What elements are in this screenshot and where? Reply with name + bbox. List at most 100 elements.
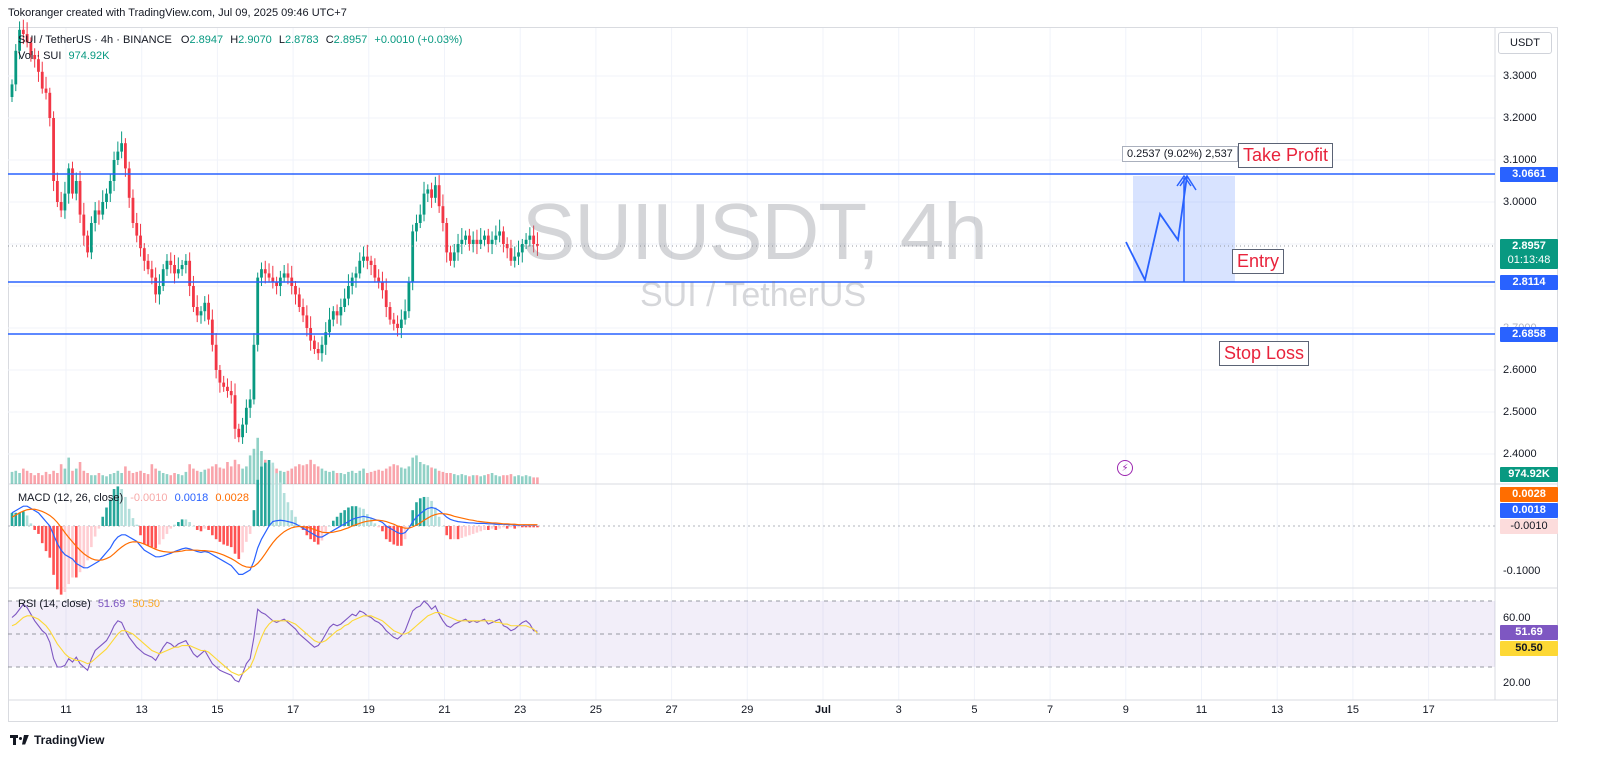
- candle-body: [426, 189, 430, 194]
- macd-legend[interactable]: MACD (12, 26, close) -0.0010 0.0018 0.00…: [18, 492, 249, 504]
- time-axis-label: 29: [741, 704, 754, 716]
- volume-bar: [301, 465, 305, 484]
- currency-button[interactable]: USDT: [1498, 32, 1552, 54]
- candle-body: [343, 298, 347, 307]
- footer-brand[interactable]: TradingView: [10, 733, 104, 747]
- macd-histogram-bar: [498, 526, 501, 529]
- candle-body: [505, 244, 509, 249]
- candle-body: [161, 269, 165, 286]
- volume-bar: [195, 470, 199, 484]
- volume-bar: [460, 474, 464, 484]
- macd-histogram-bar: [294, 516, 297, 526]
- candle-body: [275, 281, 278, 286]
- volume-bar: [203, 469, 207, 484]
- macd-histogram-bar: [71, 526, 74, 578]
- volume-bar: [358, 470, 362, 484]
- macd-histogram-bar: [112, 489, 116, 526]
- volume-bar: [373, 470, 377, 484]
- macd-histogram-bar: [532, 526, 535, 528]
- macd-histogram-bar: [430, 500, 433, 526]
- entry-price-tag: 2.8114: [1500, 275, 1558, 290]
- macd-histogram-bar: [184, 519, 188, 526]
- macd-histogram-bar: [517, 526, 520, 528]
- volume-bar: [332, 470, 335, 484]
- macd-histogram-bar: [139, 526, 142, 536]
- volume-bar: [316, 466, 320, 484]
- pane-separators: [8, 28, 1558, 701]
- volume-bar: [150, 464, 154, 484]
- macd-hist-tag: -0.0010: [1500, 519, 1558, 534]
- candle-body: [199, 311, 203, 316]
- time-axis-label: 15: [1346, 704, 1360, 716]
- volume-bar: [146, 474, 150, 484]
- macd-histogram-bar: [279, 482, 282, 526]
- macd-histogram-bar: [101, 516, 105, 526]
- volume-bar: [226, 462, 229, 484]
- footer-brand-text: TradingView: [34, 733, 105, 747]
- volume-bar: [286, 470, 290, 484]
- candle-body: [40, 71, 44, 89]
- price-axis-label: 2.4000: [1503, 448, 1537, 460]
- volume-bar: [74, 468, 78, 484]
- candle-body: [362, 256, 365, 261]
- candle-body: [392, 319, 396, 324]
- volume-bar: [328, 471, 331, 484]
- volume-bar: [468, 476, 471, 484]
- volume-bar: [256, 437, 259, 484]
- candle-body: [184, 260, 188, 265]
- volume-legend[interactable]: Vol · SUI 974.92K: [18, 50, 109, 62]
- macd-histogram-bar: [524, 526, 528, 528]
- candle-body: [63, 193, 67, 211]
- volume-bar: [396, 465, 399, 484]
- macd-histogram-bar: [396, 526, 399, 546]
- macd-histogram-bar: [502, 526, 505, 528]
- candle-body: [192, 286, 195, 307]
- time-axis-label: 3: [895, 704, 902, 716]
- candle-body: [10, 84, 14, 97]
- candle-body: [214, 344, 218, 370]
- macd-histogram-bar: [222, 526, 225, 545]
- volume-bar: [426, 465, 430, 484]
- volume-bar: [498, 476, 501, 484]
- stop-loss-label: Stop Loss: [1219, 341, 1310, 366]
- candle-body: [173, 265, 176, 274]
- macd-histogram-bar: [207, 526, 210, 530]
- lightning-icon[interactable]: ⚡: [1117, 460, 1133, 476]
- volume-bar: [445, 473, 448, 484]
- macd-histogram-bar: [282, 493, 286, 526]
- volume-bar: [521, 476, 524, 484]
- candle-body: [210, 319, 214, 345]
- macd-histogram-bar: [505, 526, 509, 529]
- rsi-legend[interactable]: RSI (14, close) 51.69 50.50: [18, 598, 160, 610]
- candle-body: [89, 223, 93, 253]
- legend-close: 2.8957: [333, 34, 368, 46]
- macd-histogram-bar: [237, 526, 241, 559]
- candle-body: [218, 370, 222, 383]
- candle-body: [48, 92, 52, 118]
- candle-body: [135, 223, 139, 236]
- macd-histogram-bar: [324, 526, 328, 533]
- candle-body: [532, 235, 536, 244]
- candle-body: [252, 344, 256, 400]
- volume-bar: [233, 459, 237, 484]
- candle-body: [422, 193, 426, 215]
- volume-bar: [471, 475, 475, 484]
- price-legend[interactable]: SUI / TetherUS · 4h · BINANCE O2.8947 H2…: [18, 34, 462, 46]
- rsi-legend-value: 51.69: [97, 598, 126, 610]
- rsi-legend-ma: 50.50: [132, 598, 160, 610]
- rsi-ma-line: [11, 611, 538, 676]
- volume-bar: [131, 473, 135, 484]
- time-axis-label: 17: [1422, 704, 1435, 716]
- macd-histogram-bar: [18, 512, 21, 526]
- candle-body: [139, 235, 142, 249]
- candle-body: [14, 50, 18, 85]
- candle-body: [124, 143, 127, 169]
- macd-histogram-bar: [426, 496, 430, 526]
- macd-histogram-bar: [226, 526, 229, 546]
- volume-bar: [532, 477, 535, 484]
- macd-histogram-bar: [56, 526, 59, 590]
- macd-histogram-bar: [415, 502, 418, 526]
- volume-bar: [388, 466, 392, 484]
- volume-bar: [214, 464, 218, 484]
